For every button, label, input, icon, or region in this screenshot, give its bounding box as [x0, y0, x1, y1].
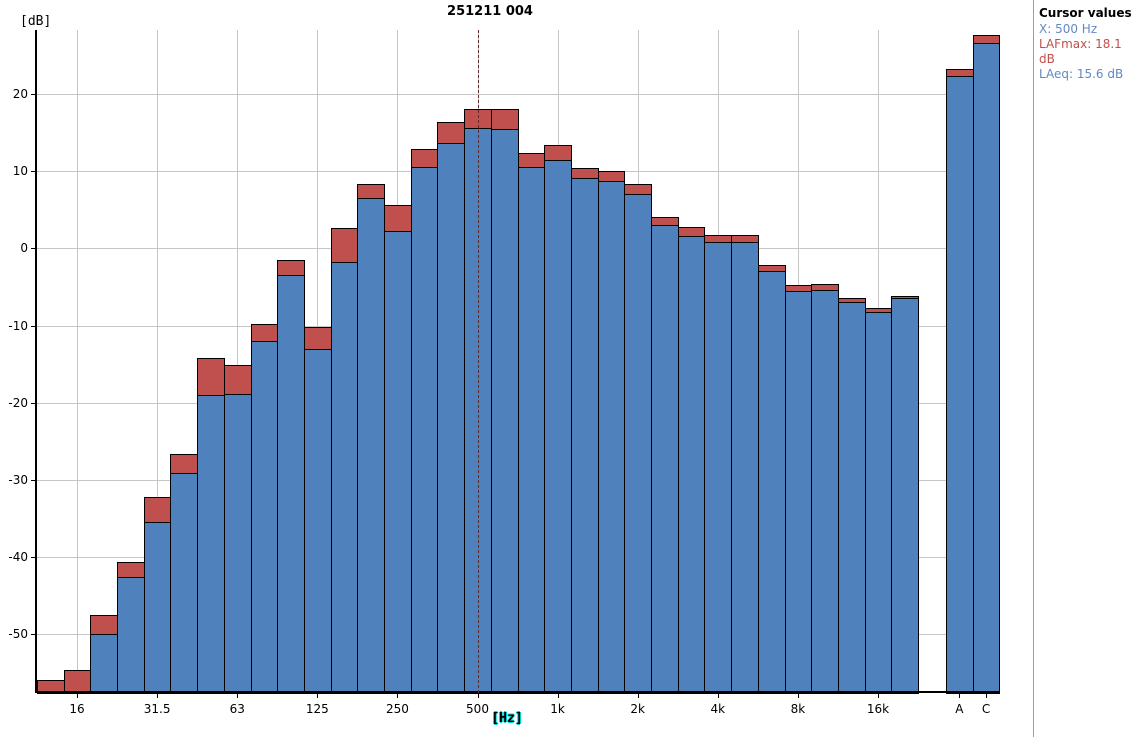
cursor-x-value: X: 500 Hz — [1039, 22, 1098, 36]
bar-laeq-40[interactable] — [170, 473, 199, 694]
y-tick--40 — [31, 557, 37, 559]
bar-laeq-200[interactable] — [357, 198, 386, 694]
bar-laeq-400[interactable] — [437, 143, 466, 694]
x-tick-label-4k: 4k — [710, 702, 726, 716]
y-tick-20 — [31, 94, 37, 96]
x-tick-250 — [397, 693, 399, 698]
bar-laeq-160[interactable] — [330, 261, 359, 694]
y-tick--30 — [31, 479, 37, 481]
bar-laeq-1.6k[interactable] — [597, 181, 626, 694]
bar-laeq-1k[interactable] — [544, 160, 572, 694]
x-tick-31.5 — [157, 693, 159, 698]
y-tick-label--30: -30 — [8, 472, 28, 487]
bar-laeq-6.3k[interactable] — [757, 270, 786, 694]
gridline-x-16 — [77, 30, 79, 693]
x-tick-500 — [477, 693, 479, 698]
cursor-values-panel: Cursor values X: 500 Hz LAFmax: 18.1 dB … — [1039, 6, 1139, 82]
cursor-laeq-value: LAeq: 15.6 dB — [1039, 67, 1124, 81]
chart-title: 251211 004 — [447, 4, 533, 19]
bar-laeq-20k[interactable] — [891, 297, 919, 694]
y-tick-label--50: -50 — [8, 627, 28, 642]
bar-laeq-2k[interactable] — [624, 194, 653, 694]
y-tick-0 — [31, 248, 37, 250]
bar-laeq-80[interactable] — [250, 341, 279, 694]
y-tick--10 — [31, 325, 37, 327]
gridline-x-63 — [237, 30, 239, 693]
x-tick-label-63: 63 — [229, 702, 245, 716]
bar-laeq-315[interactable] — [410, 166, 439, 694]
x-tick-8k — [797, 693, 799, 698]
x-tick-16 — [77, 693, 79, 698]
y-tick--50 — [31, 634, 37, 636]
x-tick-63 — [237, 693, 239, 698]
plot-area[interactable]: 20 10 0 -10 -20 -30 -40 -50 16 31.5 63 125 250 500 1k 2… — [8, 30, 1001, 716]
x-tick-label-16k: 16k — [866, 702, 890, 716]
bar-laeq-63[interactable] — [223, 393, 252, 694]
y-axis-unit-label: [dB] — [20, 14, 52, 29]
y-tick-label-0: 0 — [20, 241, 28, 256]
y-tick-label-10: 10 — [12, 164, 28, 179]
bar-laeq-20[interactable] — [90, 633, 119, 694]
x-tick-1k — [557, 693, 559, 698]
x-tick-label-250: 250 — [385, 702, 409, 716]
x-tick-label-500: 500 — [466, 702, 489, 716]
y-tick-label-20: 20 — [12, 87, 28, 102]
bar-laeq-1.25k[interactable] — [570, 178, 599, 694]
x-tick-label-125: 125 — [305, 702, 329, 716]
x-tick-2k — [637, 693, 639, 698]
x-tick-C — [986, 693, 988, 698]
bar-laeq-A[interactable] — [946, 76, 974, 694]
bar-laeq-630[interactable] — [490, 128, 519, 694]
bar-laeq-10k[interactable] — [811, 290, 839, 694]
bar-laeq-25[interactable] — [117, 577, 145, 694]
x-tick-label-A: A — [955, 702, 964, 716]
panel-divider — [1033, 0, 1034, 737]
y-axis-line — [35, 30, 37, 693]
x-tick-125 — [317, 693, 319, 698]
bar-laeq-16k[interactable] — [864, 312, 893, 694]
bar-laeq-C[interactable] — [972, 43, 1001, 694]
bar-laeq-125[interactable] — [303, 348, 332, 694]
x-tick-label-C: C — [981, 702, 991, 716]
y-tick-label--40: -40 — [8, 550, 28, 565]
bar-laeq-12.5k[interactable] — [837, 302, 866, 694]
x-axis-unit-label: [Hz] — [491, 711, 523, 726]
x-tick-label-1k: 1k — [550, 702, 565, 716]
y-tick--20 — [31, 402, 37, 404]
cursor-lafmax-value: LAFmax: 18.1 dB — [1039, 37, 1122, 66]
x-tick-4k — [717, 693, 719, 698]
bar-laeq-8k[interactable] — [784, 290, 813, 694]
x-tick-label-8k: 8k — [790, 702, 806, 716]
gridline-y-20 — [37, 94, 1000, 96]
bar-laeq-100[interactable] — [277, 274, 305, 694]
bar-laeq-800[interactable] — [517, 167, 546, 694]
cursor-panel-heading: Cursor values — [1039, 6, 1132, 20]
bar-laeq-31.5[interactable] — [143, 521, 172, 694]
y-tick-10 — [31, 171, 37, 173]
bar-laeq-250[interactable] — [384, 231, 412, 694]
bar-laeq-5k[interactable] — [731, 242, 759, 694]
x-tick-A — [959, 693, 961, 698]
bar-laeq-4k[interactable] — [704, 242, 733, 694]
bar-laeq-50[interactable] — [197, 395, 225, 694]
x-tick-16k — [877, 693, 879, 698]
y-tick-label--20: -20 — [8, 395, 28, 410]
y-tick-label--10: -10 — [8, 318, 28, 333]
bar-laeq-2.5k[interactable] — [651, 225, 679, 694]
x-tick-label-31.5: 31.5 — [143, 702, 171, 716]
gridline-x-31.5 — [157, 30, 159, 693]
cursor-line[interactable] — [477, 30, 479, 693]
bar-laeq-3.15k[interactable] — [677, 236, 706, 694]
x-tick-label-16: 16 — [69, 702, 85, 716]
x-tick-label-2k: 2k — [630, 702, 645, 716]
x-axis-line — [35, 691, 1000, 693]
